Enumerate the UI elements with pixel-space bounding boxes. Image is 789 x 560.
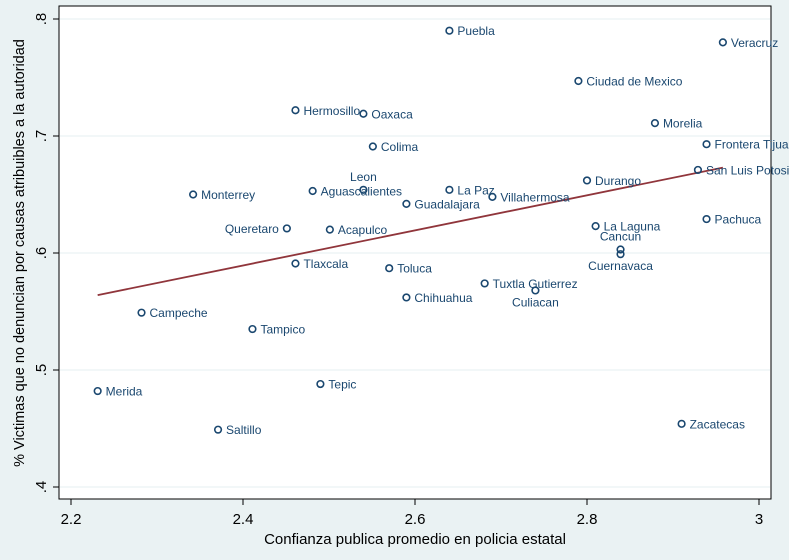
point-label: Culiacan	[512, 295, 559, 309]
point-label: La Laguna	[604, 220, 661, 234]
point-label: Tlaxcala	[303, 257, 348, 271]
point-label: Tampico	[260, 323, 305, 337]
data-point	[402, 293, 411, 302]
data-point	[591, 221, 600, 231]
data-point	[582, 176, 592, 185]
x-axis-label: Confianza publica promedio en policia es…	[264, 531, 566, 548]
data-point	[308, 186, 317, 196]
point-label: Acapulco	[338, 223, 388, 237]
y-tick-label: .8	[33, 13, 50, 26]
point-label: Monterrey	[201, 188, 255, 202]
y-axis-label: % Victimas que no denuncian por causas a…	[12, 39, 28, 467]
point-label: Saltillo	[226, 423, 262, 437]
data-point	[718, 38, 727, 47]
data-point	[213, 425, 223, 434]
data-point	[445, 26, 454, 35]
data-point	[402, 199, 411, 208]
data-point	[385, 264, 394, 273]
data-point	[282, 224, 291, 233]
data-point	[677, 419, 686, 428]
x-tick-label: 2.4	[233, 511, 254, 528]
data-point	[368, 142, 377, 151]
point-label: Tepic	[328, 378, 356, 392]
point-label: San Luis Potosi	[706, 163, 789, 177]
data-point	[702, 140, 711, 149]
data-point	[616, 245, 625, 254]
data-point	[291, 106, 300, 115]
x-tick-label: 2.8	[577, 511, 598, 528]
data-point	[189, 190, 198, 199]
y-tick-label: .5	[33, 364, 50, 377]
point-label: Oaxaca	[371, 107, 413, 121]
point-label: Toluca	[397, 262, 432, 276]
point-label: Pachuca	[715, 213, 762, 227]
point-label: Cuernavaca	[588, 259, 653, 273]
point-label: Campeche	[150, 306, 208, 320]
point-label: La Paz	[457, 183, 494, 197]
data-point	[650, 119, 660, 128]
data-point	[137, 308, 146, 317]
fit-line	[97, 166, 724, 297]
point-label: Leon	[350, 170, 377, 184]
point-label: Morelia	[663, 117, 703, 131]
y-tick-label: .6	[33, 247, 50, 260]
data-point	[325, 225, 334, 234]
point-label: Tuxtla Gutierrez	[493, 277, 578, 291]
point-label: Hermosillo	[303, 104, 360, 118]
point-label: Frontera Tijuana	[715, 138, 789, 152]
data-point	[531, 286, 540, 295]
y-tick-label: .7	[33, 130, 50, 143]
point-label: Queretaro	[225, 222, 279, 236]
point-label: Villahermosa	[500, 190, 569, 204]
x-tick-label: 2.2	[61, 511, 82, 528]
data-point	[702, 214, 711, 224]
point-label: Ciudad de Mexico	[586, 75, 682, 89]
point-label: Merida	[106, 385, 143, 399]
point-label: Chihuahua	[414, 291, 472, 305]
data-point	[480, 279, 489, 288]
data-point	[359, 185, 368, 194]
point-label: Colima	[381, 140, 419, 154]
data-point	[488, 192, 497, 201]
data-point	[291, 259, 300, 268]
point-label: Aguascalientes	[321, 184, 402, 198]
data-point	[616, 250, 625, 259]
data-point	[574, 76, 583, 86]
data-point	[445, 185, 454, 194]
data-point	[248, 324, 257, 334]
data-point	[316, 379, 325, 389]
data-point	[359, 109, 368, 118]
data-point	[693, 165, 703, 175]
y-tick-label: .4	[33, 481, 50, 494]
data-point	[93, 386, 102, 396]
point-label: Durango	[595, 174, 641, 188]
point-label: Puebla	[457, 24, 495, 38]
point-label: Veracruz	[731, 36, 778, 50]
x-tick-label: 2.6	[405, 511, 426, 528]
point-label: Zacatecas	[690, 417, 745, 431]
point-label: Cancun	[600, 229, 641, 243]
x-tick-label: 3	[755, 511, 763, 528]
point-label: Guadalajara	[414, 197, 480, 211]
